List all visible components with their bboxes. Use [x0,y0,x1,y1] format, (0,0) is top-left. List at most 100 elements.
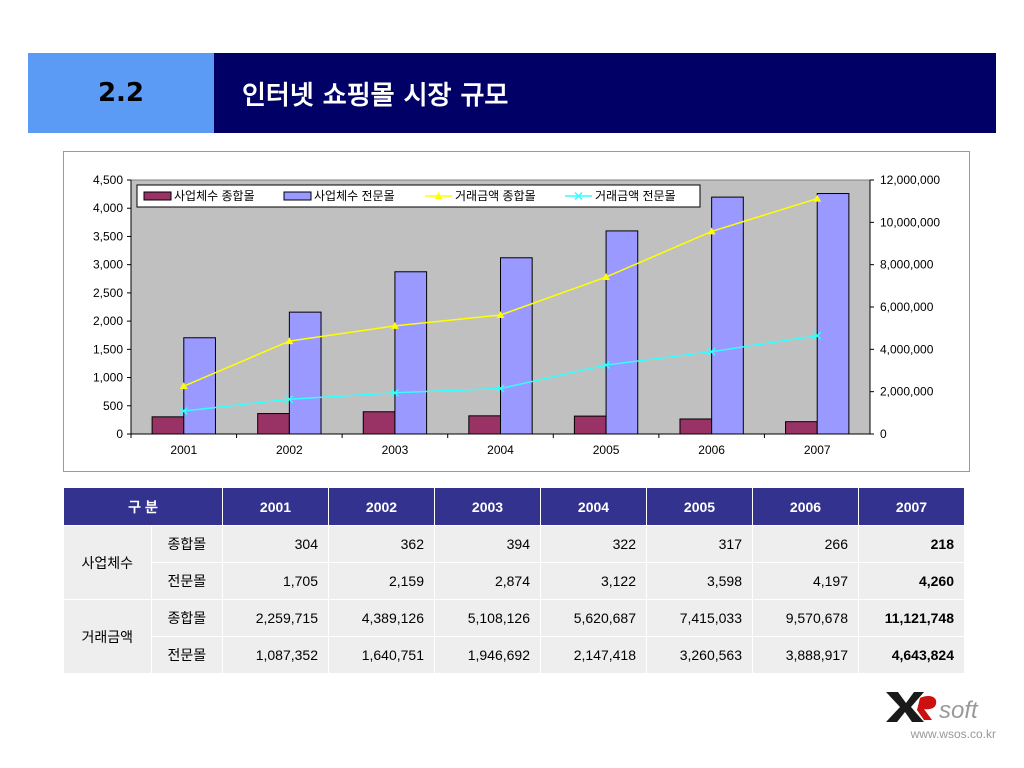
row-label: 전문몰 [150,562,224,600]
bar [257,413,290,435]
year-header: 2001 [222,487,329,526]
x-axis-tick-label: 2002 [276,443,303,457]
year-header: 2002 [328,487,435,526]
data-point [707,347,716,356]
right-axis-tick-label: 10,000,000 [880,215,940,229]
row-label: 종합몰 [150,599,224,637]
table-cell: 4,643,824 [858,636,965,674]
data-point [390,388,399,397]
bar [785,421,818,435]
bar [183,337,216,435]
row-label: 전문몰 [150,636,224,674]
logo-text: soft [939,697,979,724]
row-label: 종합몰 [150,525,224,563]
table-cell: 9,570,678 [752,599,859,637]
data-point [496,384,505,393]
title-bar: 인터넷 쇼핑몰 시장 규모 [214,53,996,133]
section-number: 2.2 [28,53,214,133]
logo-x-mark [886,692,924,722]
group-label: 거래금액 [63,599,152,674]
legend-box [136,184,701,208]
legend-marker [434,192,443,199]
data-point [285,395,294,404]
table-cell: 1,705 [222,562,329,600]
year-header: 2004 [540,487,647,526]
table-cell: 1,946,692 [434,636,541,674]
legend-label: 사업체수 종합몰 [174,189,255,203]
right-axis-tick-label: 2,000,000 [880,385,934,399]
table-cell: 7,415,033 [646,599,753,637]
table-cell: 3,598 [646,562,753,600]
logo-r-mark [917,696,937,720]
table-cell: 2,159 [328,562,435,600]
left-axis-tick-label: 3,500 [93,229,123,243]
year-header: 2005 [646,487,753,526]
bar [362,411,396,435]
table-cell: 4,389,126 [328,599,435,637]
left-axis-tick-label: 1,000 [93,371,123,385]
x-axis-tick-label: 2001 [170,443,197,457]
bar [573,415,607,435]
left-axis-tick-label: 3,000 [93,258,123,272]
table-row: 전문몰 1,705 2,159 2,874 3,122 3,598 4,197 … [64,562,965,600]
chart-frame: 4,500 4,000 3,500 3,000 2,500 2,000 1,500 1,000… [63,151,970,472]
data-point [285,337,294,345]
page-title: 인터넷 쇼핑몰 시장 규모 [242,80,509,111]
legend-marker [574,191,583,201]
table-cell: 304 [222,525,329,563]
year-header: 2006 [752,487,859,526]
right-axis-tick-label: 8,000,000 [880,258,934,272]
table-cell: 322 [540,525,647,563]
website-url: www.wsos.co.kr [910,727,996,741]
table-cell: 4,260 [858,562,965,600]
data-point [813,331,822,340]
x-axis-tick-label: 2007 [804,443,831,457]
data-point [496,311,505,319]
bar [500,257,533,435]
left-axis-tick-label: 2,500 [93,286,123,300]
x-axis-tick-label: 2006 [698,443,725,457]
x-axis-tick-label: 2005 [593,443,620,457]
bar [394,271,428,435]
chart-svg: 4,500 4,000 3,500 3,000 2,500 2,000 1,500 1,000… [93,173,940,457]
bar [151,416,185,435]
right-axis-tick-label: 6,000,000 [880,300,934,314]
left-axis-tick-label: 1,500 [93,342,123,356]
company-logo: soft [886,692,979,724]
section-number-text: 2.2 [97,78,145,108]
table-cell: 1,640,751 [328,636,435,674]
bar [468,415,502,435]
table-cell: 218 [858,525,965,563]
table-cell: 2,874 [434,562,541,600]
table-header-row: 구 분 2001 2002 2003 2004 2005 2006 2007 [63,487,965,526]
table-cell: 2,147,418 [540,636,647,674]
data-point [813,194,822,202]
table-cell: 5,108,126 [434,599,541,637]
x-axis-tick-label: 2004 [487,443,514,457]
left-axis-tick-label: 4,000 [93,201,123,215]
table-cell: 1,087,352 [222,636,329,674]
table-cell: 3,888,917 [752,636,859,674]
table-cell: 2,259,715 [222,599,329,637]
left-axis-tick-label: 2,000 [93,314,123,328]
bar [288,311,322,435]
left-axis-tick-label: 500 [103,399,123,413]
table-cell: 394 [434,525,541,563]
year-header: 2003 [434,487,541,526]
data-table: 구 분 2001 2002 2003 2004 2005 2006 2007 사… [63,487,965,674]
legend-swatch [143,191,172,201]
legend-label: 거래금액 종합몰 [455,189,536,203]
data-point [707,227,716,235]
right-axis-tick-label: 0 [880,427,887,441]
table-cell: 362 [328,525,435,563]
legend-label: 거래금액 전문몰 [595,189,676,203]
legend-label: 사업체수 전문몰 [314,189,395,203]
data-point [179,382,188,390]
right-axis-tick-label: 12,000,000 [880,173,940,187]
table-cell: 266 [752,525,859,563]
table-cell: 3,122 [540,562,647,600]
table-cell: 4,197 [752,562,859,600]
table-cell: 11,121,748 [858,599,965,637]
table-row: 거래금액 종합몰 2,259,715 4,389,126 5,108,126 5… [63,599,965,674]
data-point [390,321,399,329]
